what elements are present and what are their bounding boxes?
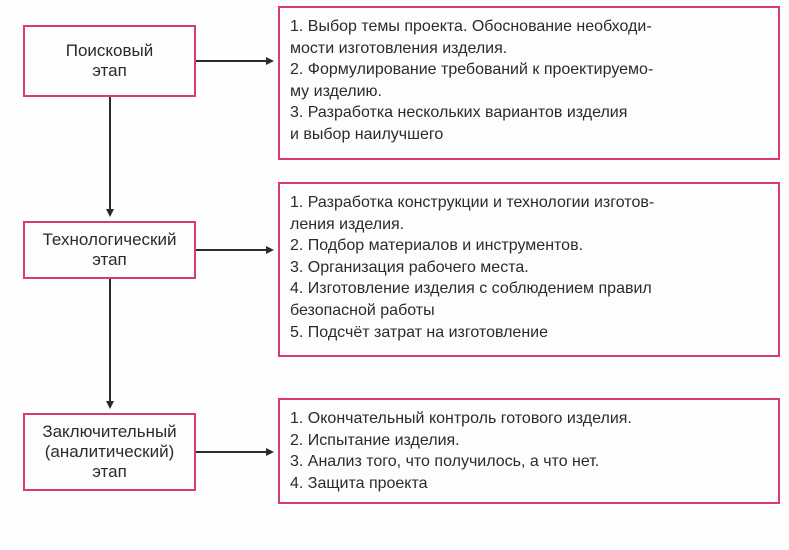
detail-line: 3. Анализ того, что получилось, а что не… — [290, 451, 768, 473]
stage-label-line: этап — [43, 250, 177, 270]
detail-line: 3. Разработка нескольких вариантов издел… — [290, 102, 768, 124]
detail-line: 1. Окончательный контроль готового издел… — [290, 408, 768, 430]
detail-line: и выбор наилучшего — [290, 124, 768, 146]
detail-line: 2. Формулирование требований к проектиру… — [290, 59, 768, 81]
detail-line: 2. Подбор материалов и инструментов. — [290, 235, 768, 257]
detail-line: мости изготовления изделия. — [290, 38, 768, 60]
detail-line: безопасной работы — [290, 300, 768, 322]
detail-box-tech: 1. Разработка конструкции и технологии и… — [278, 182, 780, 357]
detail-box-search: 1. Выбор темы проекта. Обоснование необх… — [278, 6, 780, 160]
detail-line: ления изделия. — [290, 214, 768, 236]
detail-line: 3. Организация рабочего места. — [290, 257, 768, 279]
stage-label-line: этап — [42, 462, 176, 482]
detail-box-final: 1. Окончательный контроль готового издел… — [278, 398, 780, 504]
stage-box-final: Заключительный (аналитический) этап — [23, 413, 196, 491]
detail-line: 5. Подсчёт затрат на изготовление — [290, 322, 768, 344]
stage-label-line: (аналитический) — [42, 442, 176, 462]
stage-label-line: Технологический — [43, 230, 177, 250]
stage-label-line: этап — [66, 61, 154, 81]
detail-line: 4. Защита проекта — [290, 473, 768, 495]
flowchart-root: Поисковый этап 1. Выбор темы проекта. Об… — [0, 0, 789, 550]
stage-box-tech: Технологический этап — [23, 221, 196, 279]
stage-label-line: Заключительный — [42, 422, 176, 442]
stage-box-search: Поисковый этап — [23, 25, 196, 97]
detail-line: 1. Разработка конструкции и технологии и… — [290, 192, 768, 214]
detail-line: 1. Выбор темы проекта. Обоснование необх… — [290, 16, 768, 38]
detail-line: 2. Испытание изделия. — [290, 430, 768, 452]
stage-label-line: Поисковый — [66, 41, 154, 61]
detail-line: 4. Изготовление изделия с соблюдением пр… — [290, 278, 768, 300]
detail-line: му изделию. — [290, 81, 768, 103]
